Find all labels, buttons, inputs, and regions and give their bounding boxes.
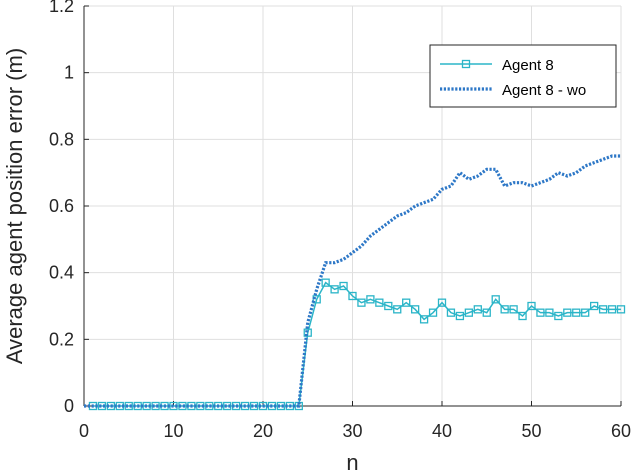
legend-label-agent-8-wo: Agent 8 - wo bbox=[502, 82, 586, 99]
data-point-agent-8 bbox=[375, 298, 384, 307]
data-point-agent-8 bbox=[446, 308, 456, 317]
data-point-agent-8 bbox=[357, 298, 366, 307]
data-point-agent-8 bbox=[554, 311, 563, 321]
data-point-agent-8 bbox=[500, 305, 509, 314]
y-tick-label: 0.6 bbox=[49, 196, 74, 216]
y-tick-label: 0.8 bbox=[49, 129, 74, 149]
data-point-agent-8 bbox=[124, 401, 133, 411]
data-point-agent-8 bbox=[428, 308, 438, 317]
data-point-agent-8 bbox=[607, 305, 617, 314]
data-point-agent-8 bbox=[393, 305, 402, 314]
legend-box bbox=[429, 44, 617, 108]
data-point-agent-8 bbox=[223, 401, 232, 411]
data-point-agent-8 bbox=[598, 305, 608, 314]
data-point-agent-8 bbox=[464, 308, 474, 317]
x-axis-title: n bbox=[346, 450, 358, 474]
y-tick-label: 0.4 bbox=[49, 263, 74, 283]
data-point-agent-8 bbox=[482, 308, 491, 317]
data-point-agent-8 bbox=[178, 401, 187, 411]
data-point-agent-8 bbox=[321, 278, 330, 287]
y-axis-title: Average agent position error (m) bbox=[2, 48, 27, 364]
data-point-agent-8 bbox=[402, 298, 411, 307]
data-point-agent-8 bbox=[366, 295, 375, 304]
x-tick-label: 0 bbox=[79, 421, 89, 441]
data-point-agent-8 bbox=[581, 308, 590, 317]
x-tick-label: 30 bbox=[342, 421, 362, 441]
data-point-agent-8 bbox=[491, 295, 500, 304]
data-point-agent-8 bbox=[509, 305, 518, 314]
data-point-agent-8 bbox=[536, 308, 545, 317]
data-point-agent-8 bbox=[312, 295, 321, 304]
data-point-agent-8 bbox=[572, 308, 581, 317]
y-tick-label: 1 bbox=[64, 63, 74, 83]
data-point-agent-8 bbox=[545, 308, 554, 317]
data-point-agent-8 bbox=[527, 301, 536, 311]
data-point-agent-8 bbox=[616, 305, 626, 314]
data-point-agent-8 bbox=[590, 301, 599, 311]
data-point-agent-8 bbox=[276, 401, 286, 411]
data-point-agent-8 bbox=[330, 285, 339, 294]
data-point-agent-8 bbox=[410, 305, 420, 314]
data-point-agent-8 bbox=[455, 311, 465, 321]
x-tick-label: 40 bbox=[432, 421, 452, 441]
data-point-agent-8 bbox=[97, 401, 107, 411]
data-point-agent-8 bbox=[384, 301, 393, 311]
legend-marker-agent-8 bbox=[461, 59, 471, 69]
data-point-agent-8 bbox=[419, 315, 429, 324]
x-tick-label: 60 bbox=[611, 421, 631, 441]
x-tick-label: 10 bbox=[163, 421, 183, 441]
data-point-agent-8 bbox=[151, 401, 160, 411]
data-point-agent-8 bbox=[518, 311, 527, 321]
data-point-agent-8 bbox=[339, 281, 348, 291]
data-point-agent-8 bbox=[473, 305, 482, 314]
data-point-agent-8 bbox=[563, 308, 572, 317]
y-tick-label: 1.2 bbox=[49, 0, 74, 16]
y-tick-label: 0.2 bbox=[49, 329, 74, 349]
series-line-agent-8-wo bbox=[84, 154, 621, 408]
x-tick-label: 20 bbox=[253, 421, 273, 441]
x-tick-label: 50 bbox=[521, 421, 541, 441]
data-point-agent-8 bbox=[348, 291, 357, 301]
data-point-agent-8 bbox=[249, 401, 259, 411]
y-tick-label: 0 bbox=[64, 396, 74, 416]
legend-label-agent-8: Agent 8 bbox=[502, 57, 554, 74]
data-point-agent-8 bbox=[437, 298, 447, 307]
